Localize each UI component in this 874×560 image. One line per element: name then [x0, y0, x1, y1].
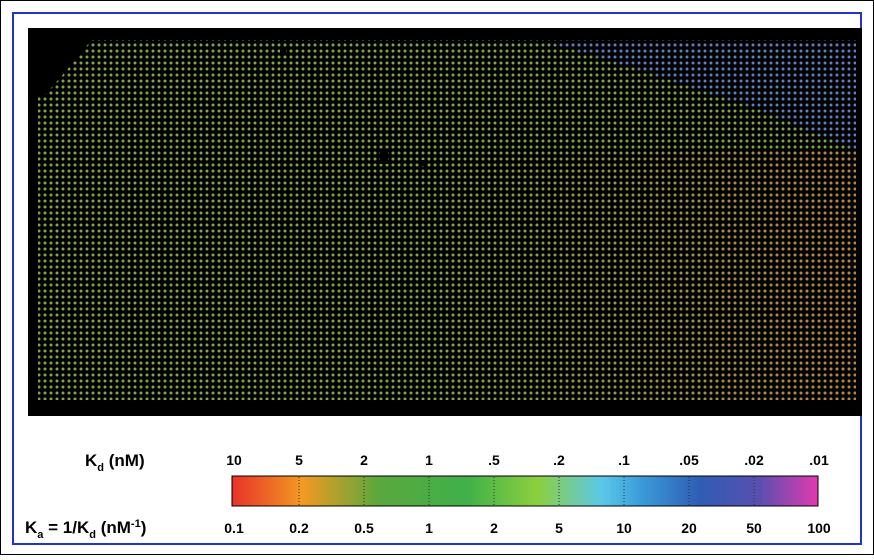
ka-tick-label: 0.1: [224, 520, 244, 536]
colorbar: Kd (nM) Ka = 1/Kd (nM-1): [25, 451, 819, 541]
kd-tick-label: 2: [360, 452, 368, 468]
kd-tick-label: .2: [553, 452, 565, 468]
ka-tick-label: 20: [681, 520, 697, 536]
kd-tick-label: 10: [226, 452, 242, 468]
kd-tick-label: .05: [679, 452, 699, 468]
ka-label: Ka = 1/Kd (nM-1): [25, 518, 146, 541]
ka-tick-label: 50: [746, 520, 762, 536]
ka-tick-label: 100: [807, 520, 831, 536]
ka-tick-label: 5: [555, 520, 563, 536]
ka-tick-label: 0.5: [354, 520, 374, 536]
colorbar-gradient: [231, 475, 819, 507]
ka-tick-label: 10: [616, 520, 632, 536]
ka-tick-label: 1: [425, 520, 433, 536]
kd-tick-label: .1: [618, 452, 630, 468]
kd-tick-label: .01: [809, 452, 829, 468]
kd-tick-label: 5: [295, 452, 303, 468]
kd-tick-label: .5: [488, 452, 500, 468]
kd-tick-label: .02: [744, 452, 764, 468]
array-image: [28, 28, 862, 416]
ka-tick-label: 2: [490, 520, 498, 536]
kd-tick-label: 1: [425, 452, 433, 468]
kd-label: Kd (nM): [85, 451, 145, 474]
ka-tick-label: 0.2: [289, 520, 309, 536]
